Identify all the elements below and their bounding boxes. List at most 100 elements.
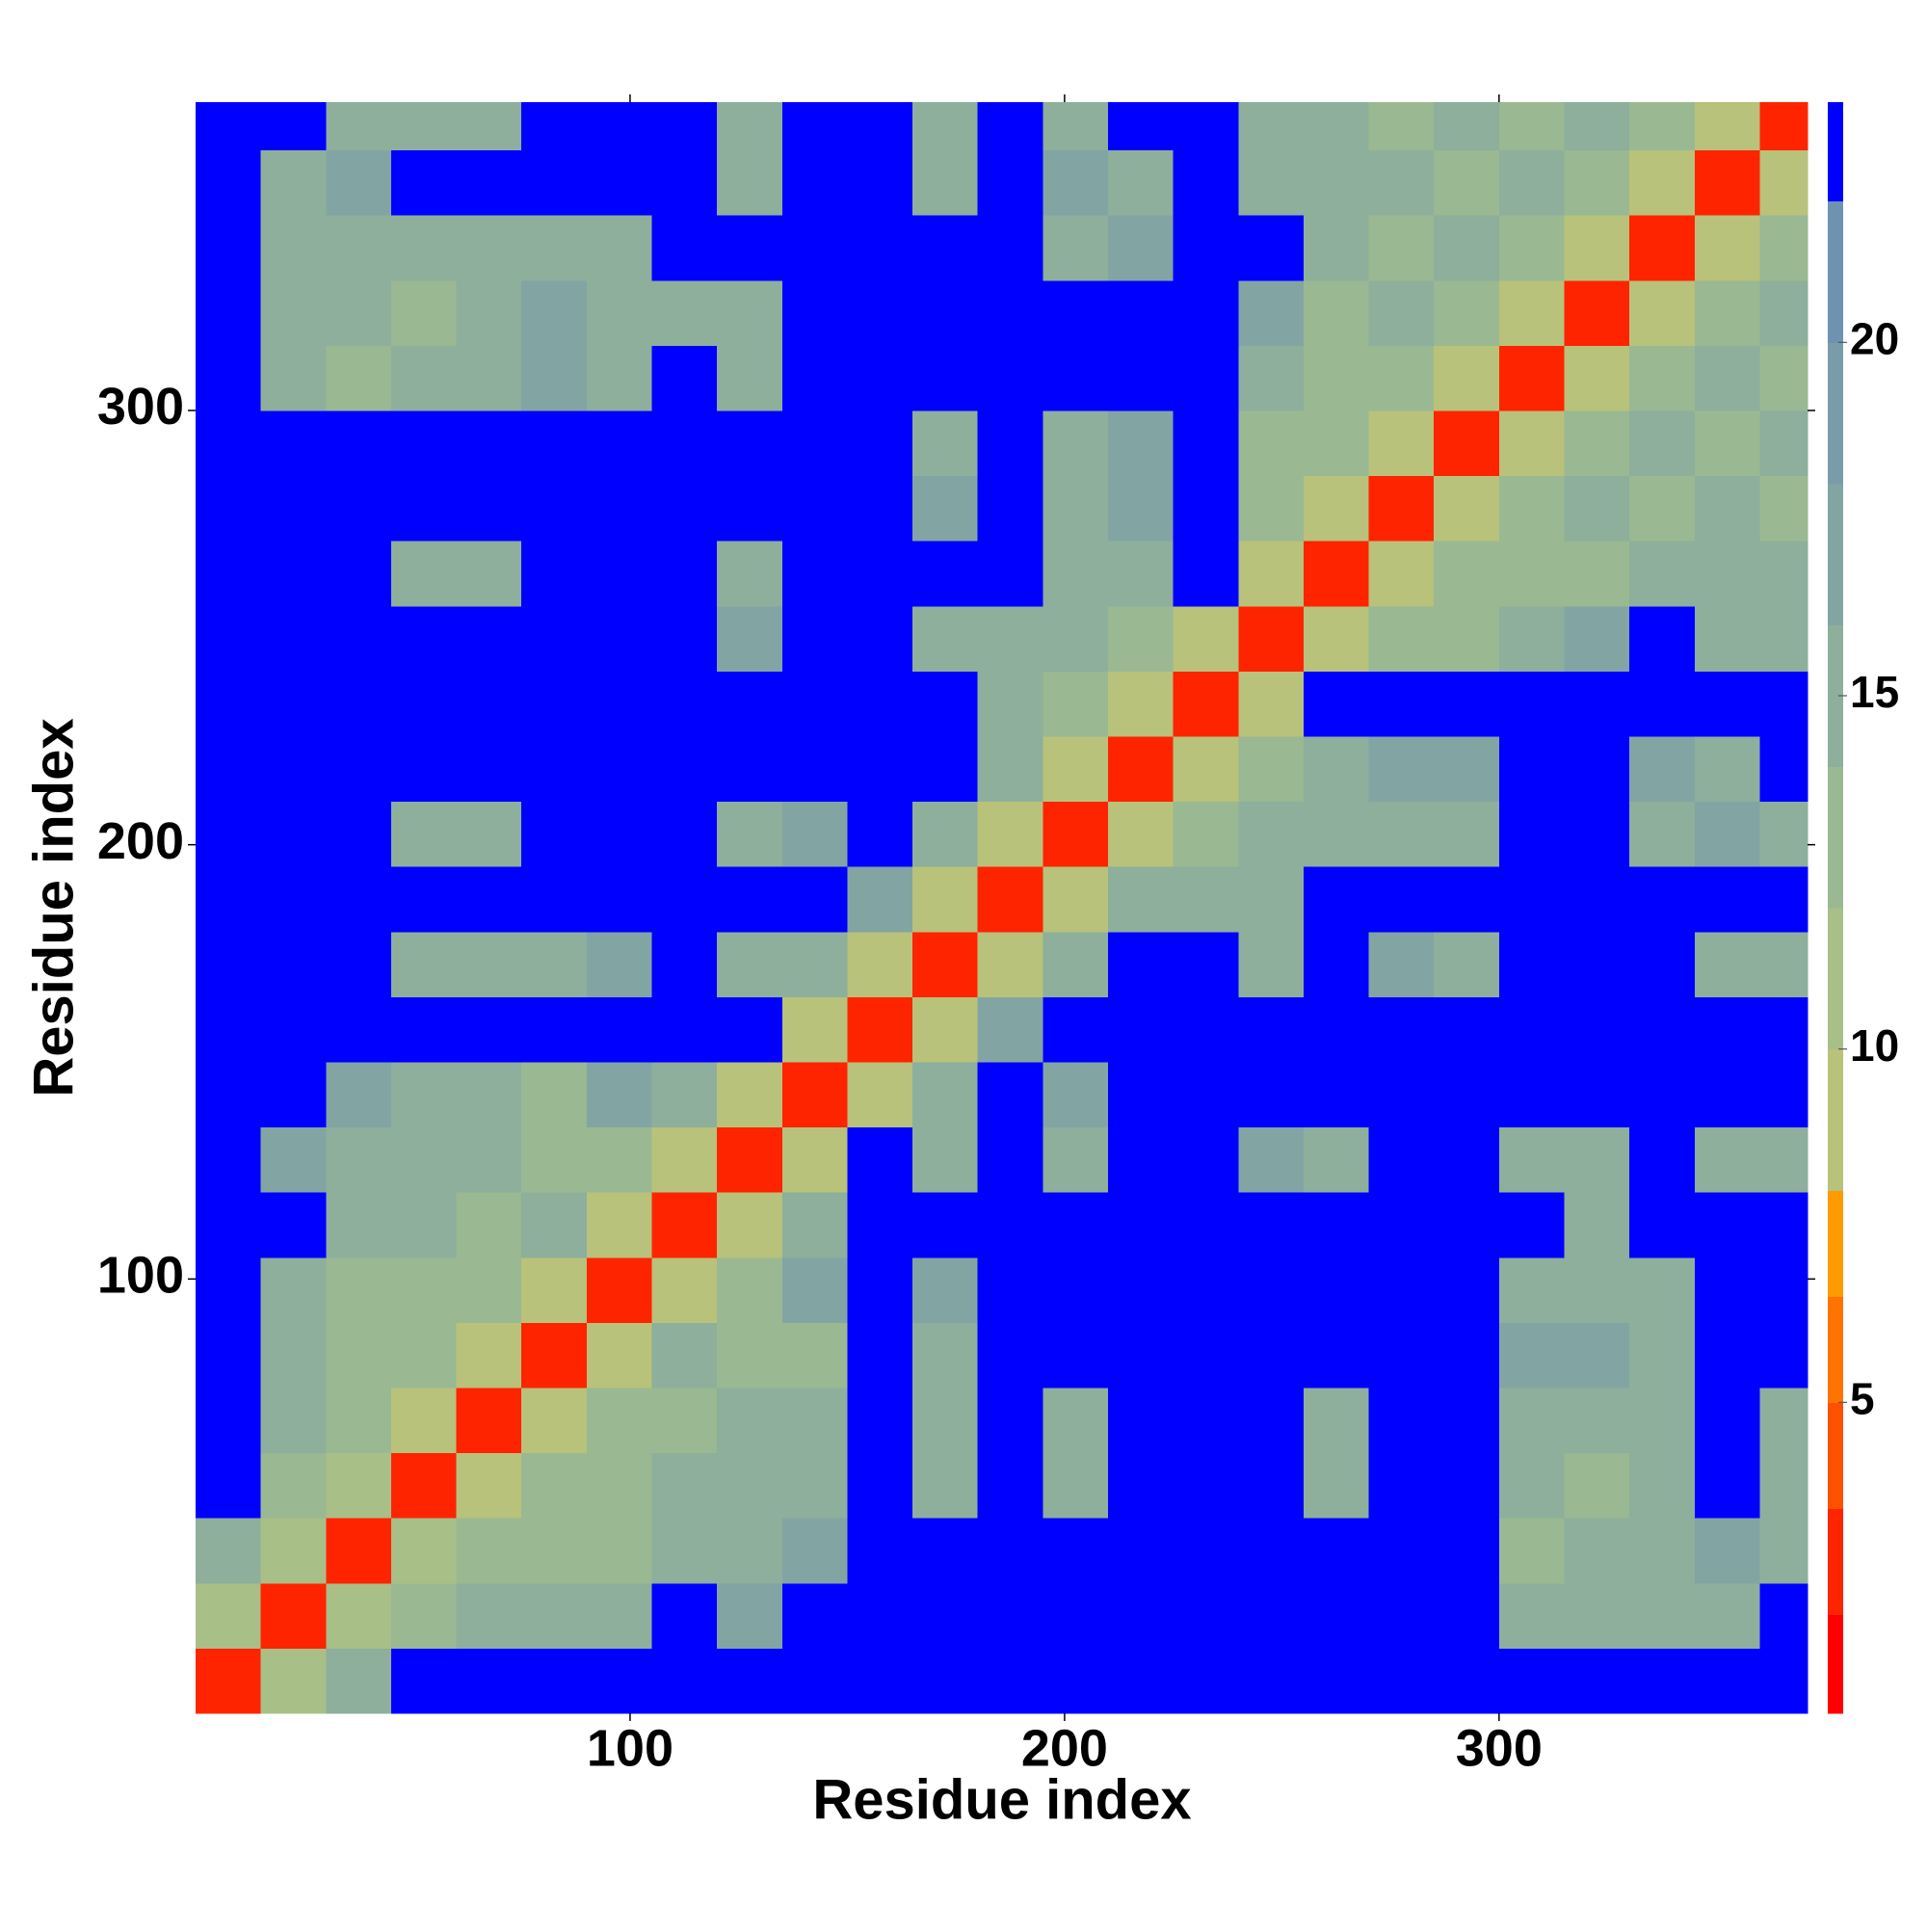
heatmap-cell: [1173, 931, 1239, 997]
heatmap-cell: [326, 735, 392, 803]
heatmap-cell: [651, 996, 718, 1063]
heatmap-cell: [456, 605, 522, 672]
heatmap-cell: [390, 149, 458, 216]
heatmap-cell: [1694, 149, 1760, 216]
heatmap-cell: [260, 605, 327, 672]
heatmap-cell: [586, 149, 652, 216]
heatmap-cell: [977, 1192, 1043, 1258]
heatmap-cell: [1759, 345, 1808, 411]
heatmap-cell: [1368, 1126, 1435, 1193]
heatmap-cell: [1629, 1061, 1696, 1128]
heatmap-cell: [390, 931, 458, 997]
heatmap-cell: [1173, 102, 1239, 151]
heatmap-cell: [1498, 671, 1565, 737]
heatmap-cell: [1564, 1387, 1630, 1454]
heatmap-cell: [912, 102, 979, 151]
heatmap-cell: [977, 149, 1043, 216]
heatmap-cell: [1368, 931, 1435, 997]
heatmap-cell: [260, 1322, 327, 1389]
heatmap-cell: [1498, 102, 1565, 151]
heatmap-cell: [717, 215, 783, 281]
heatmap-cell: [1759, 102, 1808, 151]
heatmap-cell: [521, 735, 588, 803]
heatmap-cell: [847, 801, 913, 867]
heatmap-cell: [1759, 671, 1808, 737]
heatmap-cell: [1173, 1582, 1239, 1649]
heatmap-cell: [847, 1518, 913, 1584]
heatmap-cell: [717, 475, 783, 542]
heatmap-cell: [456, 345, 522, 411]
heatmap-cell: [1043, 1387, 1109, 1454]
heatmap-cell: [1173, 1257, 1239, 1323]
heatmap-cell: [1759, 1257, 1808, 1323]
heatmap-cell: [1564, 801, 1630, 867]
heatmap-cell: [1759, 866, 1808, 933]
heatmap-cell: [1498, 1582, 1565, 1649]
heatmap-cell: [521, 410, 588, 477]
heatmap-cell: [1759, 1322, 1808, 1389]
heatmap-cell: [260, 1387, 327, 1454]
heatmap-cell: [1629, 605, 1696, 672]
heatmap-cell: [1303, 1061, 1370, 1128]
colorbar-segment: [1828, 1402, 1843, 1509]
heatmap-cell: [1694, 215, 1760, 281]
heatmap-cell: [1043, 410, 1109, 477]
heatmap-cell: [781, 1257, 848, 1323]
heatmap-cell: [196, 1452, 262, 1519]
heatmap-cell: [1498, 1257, 1565, 1323]
heatmap-cell: [1238, 541, 1305, 607]
heatmap-cell: [196, 345, 262, 411]
heatmap-cell: [260, 1192, 327, 1258]
heatmap-cell: [521, 671, 588, 737]
heatmap-cell: [781, 931, 848, 997]
heatmap-cell: [1238, 735, 1305, 803]
heatmap-cell: [847, 1192, 913, 1258]
heatmap-cell: [1368, 1387, 1435, 1454]
heatmap-cell: [912, 1582, 979, 1649]
heatmap-cell: [717, 671, 783, 737]
heatmap-cell: [1434, 1061, 1500, 1128]
heatmap-cell: [196, 1322, 262, 1389]
heatmap-cell: [1303, 1192, 1370, 1258]
heatmap-cell: [1759, 410, 1808, 477]
heatmap-cell: [912, 475, 979, 542]
heatmap-cell: [847, 1452, 913, 1519]
heatmap-cell: [1043, 1322, 1109, 1389]
heatmap-cell: [977, 671, 1043, 737]
colorbar-tick-label: 5: [1850, 1373, 1875, 1423]
heatmap-cell: [521, 931, 588, 997]
heatmap-cell: [717, 541, 783, 607]
heatmap-cell: [326, 1257, 392, 1323]
heatmap-cell: [1629, 410, 1696, 477]
heatmap-cell: [326, 102, 392, 151]
heatmap-cell: [1173, 1061, 1239, 1128]
heatmap-cell: [196, 1518, 262, 1584]
heatmap-cell: [1564, 671, 1630, 737]
heatmap-cell: [1434, 279, 1500, 346]
heatmap-cell: [586, 671, 652, 737]
heatmap-cell: [1434, 605, 1500, 672]
heatmap-cell: [390, 1582, 458, 1649]
heatmap-cell: [1694, 1648, 1760, 1714]
heatmap-cell: [912, 931, 979, 997]
heatmap-cell: [456, 671, 522, 737]
heatmap-cell: [390, 410, 458, 477]
heatmap-cell: [1434, 1387, 1500, 1454]
heatmap-cell: [1629, 1322, 1696, 1389]
heatmap-cell: [260, 996, 327, 1063]
heatmap-cell: [1173, 149, 1239, 216]
heatmap-cell: [1434, 475, 1500, 542]
heatmap-cell: [1043, 1452, 1109, 1519]
heatmap-cell: [326, 1322, 392, 1389]
heatmap-cell: [651, 215, 718, 281]
heatmap-cell: [196, 1387, 262, 1454]
heatmap-cell: [717, 996, 783, 1063]
heatmap-cell: [651, 1126, 718, 1193]
heatmap-cell: [1238, 1452, 1305, 1519]
heatmap-cell: [456, 1192, 522, 1258]
heatmap-cell: [1694, 1126, 1760, 1193]
heatmap-cell: [456, 1648, 522, 1714]
heatmap-cell: [1629, 1648, 1696, 1714]
heatmap-cell: [326, 215, 392, 281]
heatmap-cell: [1498, 410, 1565, 477]
